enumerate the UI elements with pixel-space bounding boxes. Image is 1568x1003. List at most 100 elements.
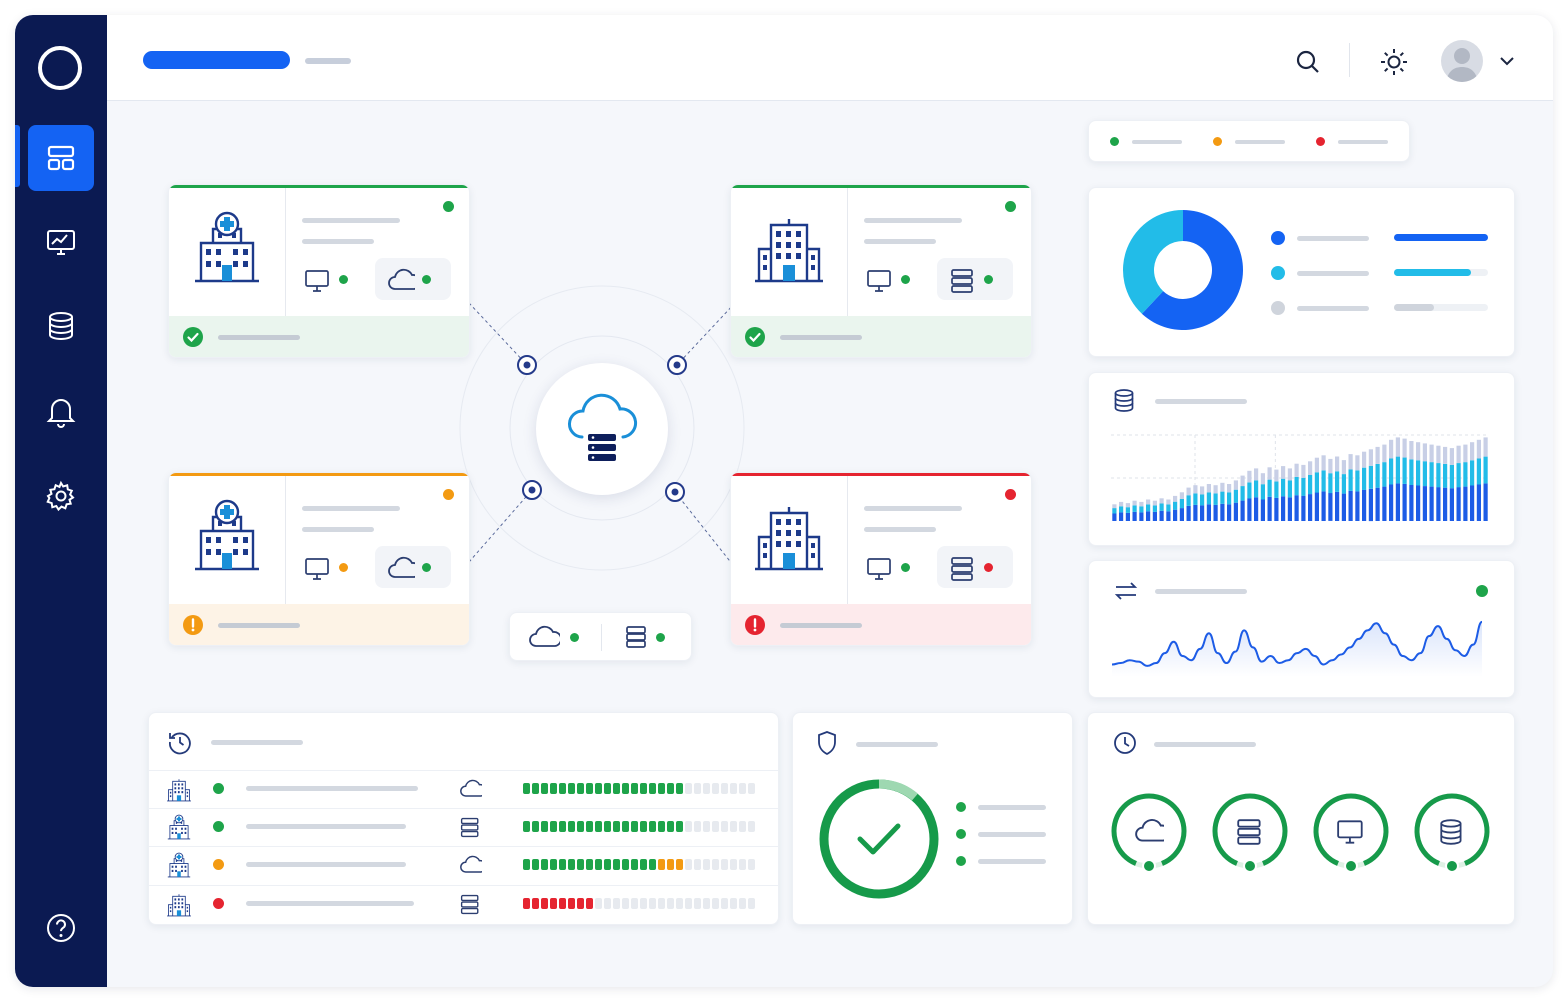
- storage-bar-segment: [1173, 495, 1178, 502]
- clock-icon: [1114, 732, 1136, 754]
- storage-bar-segment: [1146, 511, 1151, 521]
- activity-card-title: [211, 740, 303, 745]
- progress-segment: [667, 783, 674, 794]
- progress-segment: [694, 859, 701, 870]
- site-card[interactable]: [730, 472, 1032, 646]
- sidebar-item-monitoring[interactable]: [28, 209, 94, 275]
- security-item-label: [978, 832, 1046, 837]
- sun-icon[interactable]: [1379, 47, 1409, 77]
- storage-bar-segment: [1389, 458, 1394, 485]
- storage-bar-segment: [1254, 497, 1259, 521]
- storage-bar-segment: [1328, 458, 1333, 474]
- service-status-dot: [339, 275, 348, 284]
- storage-bar-segment: [1470, 485, 1475, 521]
- storage-bar-segment: [1463, 444, 1468, 463]
- sidebar-item-settings[interactable]: [28, 463, 94, 529]
- site-card[interactable]: [168, 472, 470, 646]
- sidebar-item-database[interactable]: [28, 293, 94, 359]
- storage-bar-segment: [1335, 471, 1340, 492]
- storage-bar-segment: [1267, 496, 1272, 521]
- activity-card: [148, 712, 779, 925]
- storage-bar-segment: [1429, 444, 1434, 463]
- storage-bar-segment: [1287, 480, 1292, 498]
- shield-icon: [818, 731, 836, 756]
- storage-bar-segment: [1267, 467, 1272, 480]
- progress-segment: [577, 859, 584, 870]
- site-service-chip[interactable]: [375, 258, 451, 300]
- storage-bar-segment: [1166, 504, 1171, 512]
- storage-bar-segment: [1335, 492, 1340, 521]
- uptime-ring[interactable]: [1311, 791, 1391, 878]
- server-icon: [951, 269, 973, 293]
- legend-dot: [1271, 231, 1285, 245]
- site-service-chip[interactable]: [937, 546, 1013, 588]
- uptime-ring[interactable]: [1412, 791, 1492, 878]
- service-status-dot: [339, 563, 348, 572]
- avatar[interactable]: [1441, 40, 1483, 82]
- progress-segment: [550, 821, 557, 832]
- uptime-ring[interactable]: [1109, 791, 1189, 878]
- storage-bar-segment: [1139, 501, 1144, 507]
- sidebar-item-notifications[interactable]: [28, 378, 94, 444]
- progress-segment: [559, 821, 566, 832]
- uptime-ring[interactable]: [1210, 791, 1290, 878]
- progress-segment: [631, 859, 638, 870]
- site-service-chip[interactable]: [294, 546, 370, 588]
- storage-bar-segment: [1463, 486, 1468, 521]
- sidebar-item-dashboard[interactable]: [28, 125, 94, 191]
- donut-slice: [1141, 210, 1243, 330]
- storage-bar-segment: [1193, 493, 1198, 505]
- uptime-ring-gauge: [1212, 793, 1288, 873]
- progress-segment: [550, 859, 557, 870]
- hub-services: [509, 612, 692, 661]
- progress-segment: [586, 898, 593, 909]
- storage-bar-segment: [1389, 439, 1394, 459]
- site-service-chip[interactable]: [294, 258, 370, 300]
- progress-segment: [667, 898, 674, 909]
- site-service-chip[interactable]: [937, 258, 1013, 300]
- progress-segment: [523, 859, 530, 870]
- security-item-dot: [956, 802, 966, 812]
- progress-segment: [604, 783, 611, 794]
- progress-segment: [523, 821, 530, 832]
- site-card[interactable]: [168, 184, 470, 358]
- storage-bar-segment: [1348, 454, 1353, 470]
- central-hub[interactable]: [536, 363, 668, 495]
- search-icon[interactable]: [1295, 49, 1321, 75]
- security-card-title: [856, 742, 938, 747]
- storage-bar-segment: [1348, 490, 1353, 521]
- site-card-footer: [731, 316, 1031, 357]
- progress-segment: [550, 783, 557, 794]
- progress-segment: [532, 859, 539, 870]
- progress-segment: [640, 821, 647, 832]
- progress-segment: [640, 859, 647, 870]
- storage-bar-segment: [1483, 456, 1488, 484]
- server-icon: [626, 626, 646, 648]
- progress-segment: [613, 859, 620, 870]
- storage-bar-segment: [1409, 441, 1414, 460]
- row-divider: [149, 808, 778, 809]
- storage-bar-segment: [1314, 472, 1319, 493]
- help-button[interactable]: [28, 895, 94, 961]
- site-card[interactable]: [730, 184, 1032, 358]
- progress-segment: [748, 821, 755, 832]
- storage-bar-segment: [1308, 475, 1313, 495]
- progress-segment: [685, 898, 692, 909]
- progress-segment: [667, 821, 674, 832]
- sidebar: [15, 15, 107, 987]
- check-circle-icon: [183, 327, 203, 347]
- progress-segment: [694, 821, 701, 832]
- chevron-down-icon[interactable]: [1499, 55, 1515, 67]
- dashboard-icon: [47, 145, 75, 171]
- progress-segment: [586, 859, 593, 870]
- row-label: [246, 862, 406, 867]
- cloud-server-icon: [568, 393, 638, 461]
- site-service-chip[interactable]: [856, 546, 932, 588]
- uptime-ring-gauge: [1111, 793, 1187, 873]
- storage-bar-segment: [1247, 498, 1252, 521]
- nav-active-indicator: [15, 125, 20, 187]
- progress-segment: [739, 783, 746, 794]
- site-service-chip[interactable]: [856, 258, 932, 300]
- site-service-chip[interactable]: [375, 546, 451, 588]
- storage-bar-segment: [1449, 448, 1454, 465]
